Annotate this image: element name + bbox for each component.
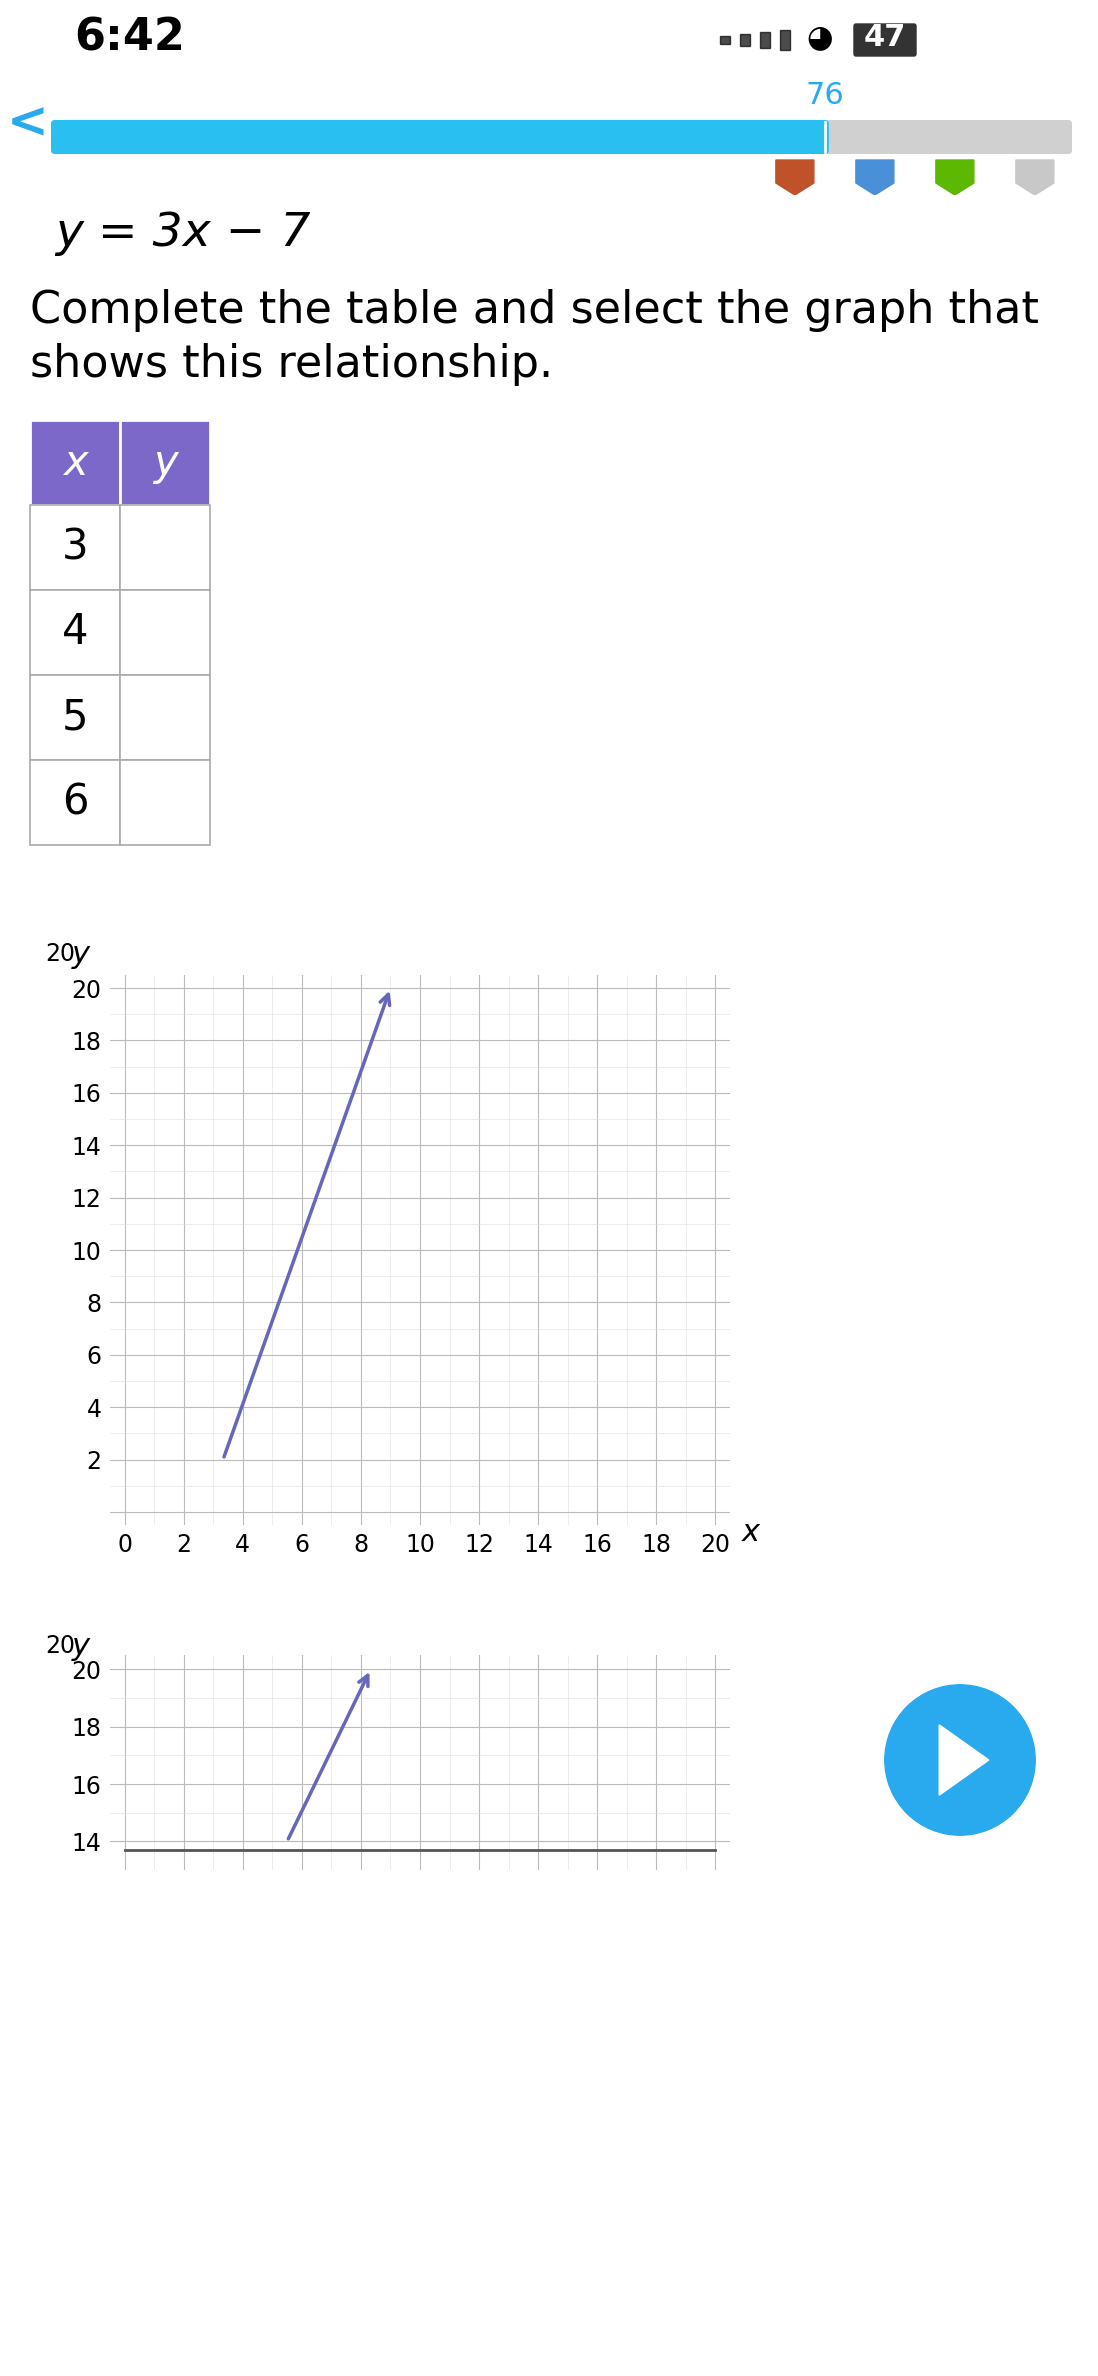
Text: Submit: Submit [250,1934,429,1977]
FancyBboxPatch shape [854,24,916,57]
Text: 20: 20 [45,1635,75,1658]
Text: y: y [71,939,89,969]
Bar [780,31,789,50]
Bar [720,36,730,45]
Text: y: y [71,1632,89,1661]
Circle shape [885,1685,1035,1834]
Polygon shape [1016,159,1054,195]
FancyBboxPatch shape [51,121,829,154]
Polygon shape [776,159,814,195]
FancyBboxPatch shape [51,121,1072,154]
Bar [120,421,210,506]
Bar [120,506,210,589]
Bar [30,589,120,675]
Text: 4: 4 [61,611,88,653]
Text: ◕: ◕ [807,24,833,52]
Polygon shape [939,1725,989,1796]
Text: <: < [7,100,49,147]
Bar [120,675,210,760]
Text: 6:42: 6:42 [75,17,186,59]
Text: Not ready yet?: Not ready yet? [755,1936,1032,1972]
Text: x: x [741,1518,760,1547]
Text: 20: 20 [45,941,75,967]
Text: shows this relationship.: shows this relationship. [30,345,553,387]
Text: 6: 6 [61,782,88,824]
Bar [30,675,120,760]
Polygon shape [855,159,894,195]
Bar [120,760,210,846]
Text: x: x [63,442,88,485]
Bar [120,589,210,675]
Bar [760,31,770,48]
Bar [30,506,120,589]
Text: y: y [153,442,177,485]
Text: 76: 76 [806,81,844,109]
Polygon shape [935,159,974,195]
Text: 5: 5 [61,696,88,739]
Bar [740,33,750,45]
Bar [30,760,120,846]
Text: Complete the table and select the graph that: Complete the table and select the graph … [30,287,1039,333]
Text: y = 3x − 7: y = 3x − 7 [55,211,311,257]
Text: 47: 47 [864,24,906,52]
Text: 3: 3 [61,527,88,568]
Bar [30,421,120,506]
